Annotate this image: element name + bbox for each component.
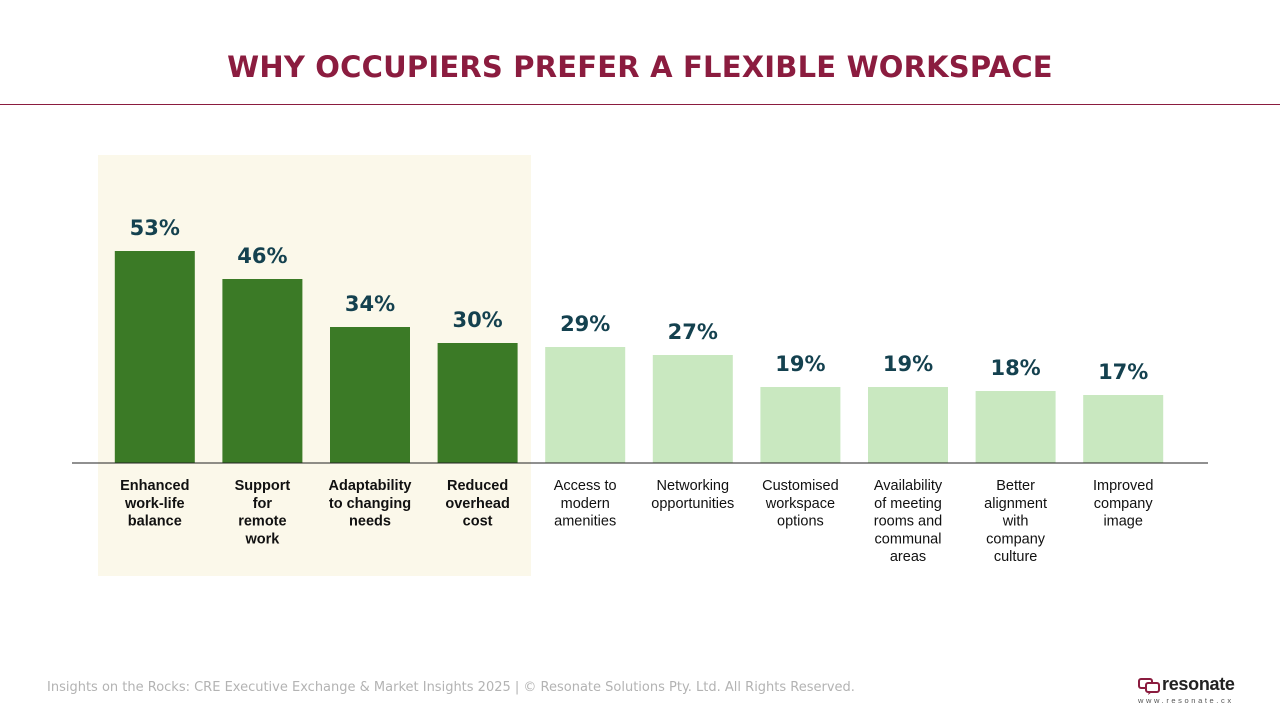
category-label: modern (561, 496, 610, 512)
data-label: 29% (560, 312, 610, 336)
data-label: 46% (237, 244, 287, 268)
category-label: company (986, 531, 1046, 547)
category-label: Support (235, 478, 291, 494)
category-label: rooms and (874, 514, 943, 530)
category-label: work (244, 531, 280, 547)
category-label: of meeting (874, 496, 942, 512)
category-label: Adaptability (329, 478, 412, 494)
category-label: overhead (445, 496, 509, 512)
bar (868, 387, 948, 463)
speech-bubbles-icon (1138, 678, 1160, 695)
category-label: cost (463, 514, 493, 530)
category-label: workspace (765, 496, 835, 512)
category-label: communal (875, 531, 942, 547)
data-label: 19% (775, 352, 825, 376)
bar (222, 279, 303, 463)
bar (652, 355, 733, 463)
category-label: needs (349, 514, 391, 530)
data-label: 19% (883, 352, 933, 376)
bar (330, 327, 410, 463)
category-label: image (1103, 514, 1143, 530)
category-label: Better (996, 478, 1035, 494)
category-label: Access to (554, 478, 617, 494)
category-label: Enhanced (120, 478, 189, 494)
bar (1083, 395, 1164, 463)
bar (114, 251, 195, 463)
category-label: company (1094, 496, 1154, 512)
footer-copyright: Insights on the Rocks: CRE Executive Exc… (47, 680, 855, 695)
category-label: Improved (1093, 478, 1153, 494)
category-label: areas (890, 549, 926, 565)
logo-wordmark: resonate (1162, 674, 1235, 694)
data-label: 17% (1098, 360, 1148, 384)
data-label: 34% (345, 292, 395, 316)
category-label: culture (994, 549, 1038, 565)
category-label: remote (238, 514, 286, 530)
category-label: for (253, 496, 273, 512)
chart-title: WHY OCCUPIERS PREFER A FLEXIBLE WORKSPAC… (227, 50, 1053, 84)
title-divider (0, 104, 1280, 105)
data-label: 18% (990, 356, 1040, 380)
category-label: Customised (762, 478, 839, 494)
category-label: Networking (657, 478, 730, 494)
category-label: balance (128, 514, 182, 530)
category-label: to changing (329, 496, 411, 512)
category-label: amenities (554, 514, 616, 530)
category-label: opportunities (651, 496, 734, 512)
bar (437, 343, 518, 463)
category-label: alignment (984, 496, 1047, 512)
category-label: with (1002, 514, 1029, 530)
bar (975, 391, 1056, 463)
logo-url: www.resonate.cx (1138, 696, 1234, 705)
category-label: Reduced (447, 478, 508, 494)
category-label: work-life (124, 496, 185, 512)
bar (760, 387, 841, 463)
data-label: 53% (130, 216, 180, 240)
data-label: 27% (668, 320, 718, 344)
resonate-logo[interactable]: resonate www.resonate.cx (1136, 674, 1246, 708)
data-label: 30% (452, 308, 502, 332)
category-label: options (777, 514, 824, 530)
category-label: Availability (874, 478, 943, 494)
bar (545, 347, 626, 463)
